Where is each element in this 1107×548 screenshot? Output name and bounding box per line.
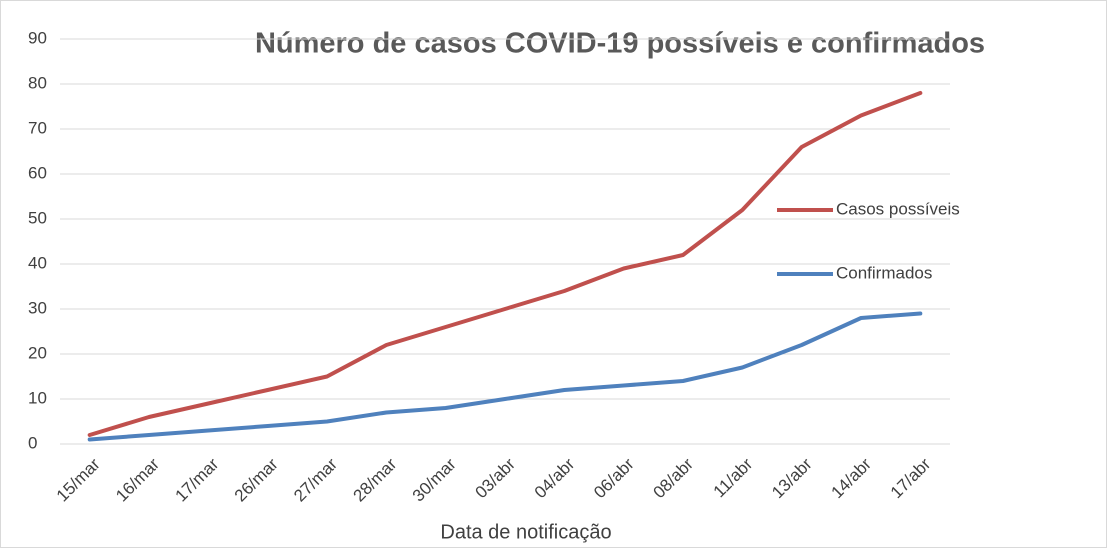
series-line [87, 311, 923, 442]
y-tick-label: 90 [28, 28, 47, 47]
y-tick-label: 60 [28, 163, 47, 182]
y-tick-label: 30 [28, 298, 47, 317]
y-tick-label: 70 [28, 118, 47, 137]
legend-label: Confirmados [836, 263, 932, 282]
y-tick-label: 80 [28, 73, 47, 92]
y-tick-label: 20 [28, 343, 47, 362]
x-axis-title: Data de notificação [440, 521, 611, 543]
chart-title: Número de casos COVID-19 possíveis e con… [255, 28, 985, 60]
y-tick-label: 0 [28, 433, 37, 452]
y-tick-label: 10 [28, 388, 47, 407]
y-tick-label: 50 [28, 208, 47, 227]
legend-label: Casos possíveis [836, 199, 960, 218]
y-tick-label: 40 [28, 253, 47, 272]
series-line [87, 91, 923, 437]
